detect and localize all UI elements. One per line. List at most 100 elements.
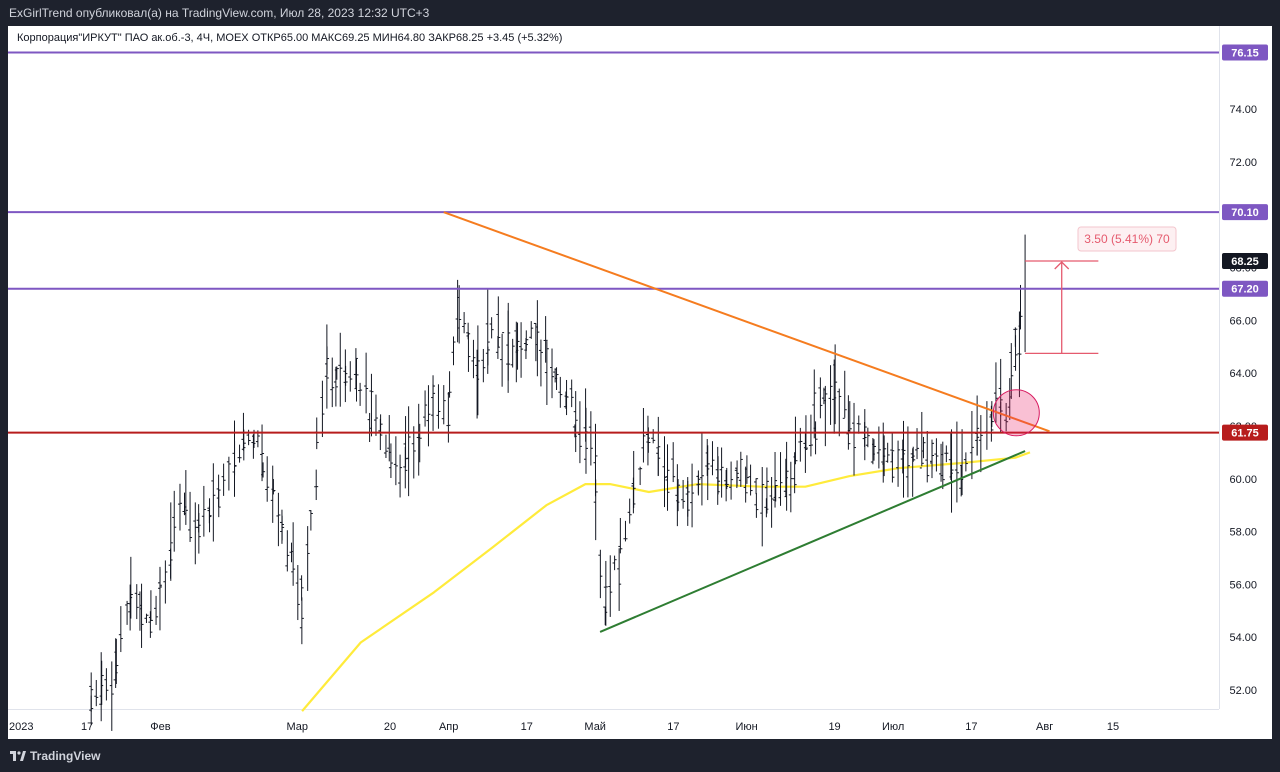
price-bar (261, 462, 266, 478)
price-bar (1009, 343, 1014, 399)
price-bar (338, 332, 343, 407)
x-tick-label: 17 (521, 721, 533, 733)
price-bar (969, 411, 974, 480)
price-bar (348, 361, 353, 392)
price-bar (882, 435, 887, 477)
price-bar (793, 416, 798, 465)
x-tick-label: Июн (736, 721, 758, 733)
descending-trend-line (443, 211, 1050, 433)
price-bar (475, 325, 480, 416)
price-bar (188, 491, 193, 542)
price-bar (662, 436, 667, 508)
price-bar (481, 348, 486, 383)
x-tick-label: Июл (882, 721, 904, 733)
price-bar (367, 412, 372, 442)
price-bar (656, 448, 661, 477)
x-tick-label: 20 (384, 721, 396, 733)
price-bar (1013, 335, 1018, 371)
x-tick-label: Авг (1036, 721, 1053, 733)
symbol-legend: Корпорация"ИРКУТ" ПАО ак.об.-3, 4Ч, MOEX… (17, 32, 562, 44)
price-bar (803, 432, 808, 473)
x-tick-label: 2023 (9, 721, 33, 733)
price-bar (544, 341, 549, 406)
legend-high: МАКС69.25 (311, 32, 370, 44)
price-bar (154, 595, 159, 625)
price-bar (114, 638, 119, 685)
price-chart[interactable]: 52.0054.0056.0058.0060.0062.0064.0066.00… (8, 26, 1272, 739)
price-bar (989, 401, 994, 427)
price-bar (276, 492, 281, 547)
measure-label: 3.50 (5.41%) 70 (1084, 232, 1170, 246)
price-bar (260, 424, 265, 482)
measure-arrow-head (1054, 261, 1070, 270)
price-bar (699, 433, 704, 506)
price-bar (921, 436, 926, 459)
level-tag-70.10 (1222, 204, 1268, 221)
price-bar (788, 461, 793, 513)
price-bar (760, 467, 765, 547)
price-bar (475, 349, 480, 419)
price-bar (963, 452, 968, 472)
price-bar (237, 444, 242, 463)
price-bar (646, 427, 651, 453)
chart-panel[interactable]: 52.0054.0056.0058.0060.0062.0064.0066.00… (8, 26, 1272, 739)
x-tick-label: 17 (81, 721, 93, 733)
x-tick-label: Мар (286, 721, 308, 733)
price-bar (623, 520, 628, 542)
price-bar (901, 420, 906, 498)
price-bar (959, 465, 964, 497)
price-bar (333, 366, 338, 407)
price-bar (314, 469, 319, 501)
price-bar (533, 322, 538, 362)
price-bar (299, 575, 304, 601)
price-bar (388, 443, 393, 478)
price-bar (784, 441, 789, 511)
price-bar (729, 461, 734, 500)
y-tick-label: 72.00 (1229, 157, 1257, 169)
footer-brand: TradingView (30, 749, 101, 763)
price-bar (436, 384, 441, 429)
price-bar (265, 456, 270, 502)
price-bar (451, 336, 456, 366)
price-bar (671, 442, 676, 483)
price-bar (426, 385, 431, 447)
y-tick-label: 64.00 (1229, 368, 1257, 380)
price-bar (94, 679, 99, 707)
price-bar (870, 438, 875, 465)
price-bar (812, 369, 817, 439)
x-tick-label: Май (584, 721, 606, 733)
x-tick-label: 17 (667, 721, 679, 733)
price-bar (773, 451, 778, 508)
price-bar (193, 502, 198, 565)
price-bar (572, 424, 577, 438)
level-tag-61.75 (1222, 424, 1268, 441)
price-bar (182, 492, 187, 516)
price-bar (308, 510, 313, 531)
price-bar (524, 330, 529, 352)
price-bar (696, 474, 701, 494)
level-tag-text: 67.20 (1231, 284, 1259, 296)
price-bar (506, 310, 511, 393)
price-bar (393, 436, 398, 486)
price-bar (764, 498, 769, 518)
price-bar (1004, 402, 1009, 432)
price-bar (299, 597, 304, 645)
price-bar (134, 584, 139, 620)
price-bar (128, 584, 133, 631)
price-bar (588, 411, 593, 466)
price-bar (118, 606, 123, 653)
price-bar (1018, 284, 1023, 330)
price-bar (148, 611, 153, 638)
price-bar (216, 474, 221, 508)
price-bar (896, 440, 901, 487)
price-bar (330, 357, 335, 408)
price-bar (828, 365, 833, 425)
price-bar (514, 321, 519, 383)
price-bar (724, 470, 729, 502)
price-bar (270, 465, 275, 523)
price-bar (406, 406, 411, 497)
tradingview-logo[interactable]: TradingView (10, 749, 100, 763)
price-bar (485, 289, 490, 374)
price-bar (563, 391, 568, 409)
price-bar (583, 407, 588, 474)
